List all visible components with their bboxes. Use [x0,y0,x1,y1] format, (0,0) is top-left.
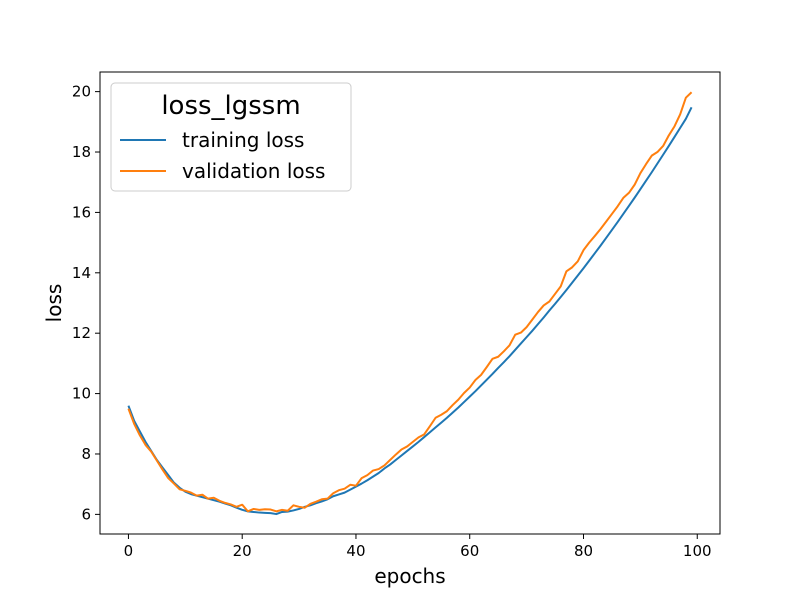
axes-frame [99,71,721,535]
legend-label-validation-loss: validation loss [182,159,325,183]
x-tick-label: 20 [233,542,252,560]
y-axis-ticks: 6 8 10 12 14 16 18 20 [72,83,100,523]
y-tick-label: 6 [81,505,91,523]
x-tick-label: 60 [460,542,479,560]
y-tick-label: 16 [72,203,91,221]
x-tick-label: 100 [683,542,712,560]
y-tick-label: 10 [72,385,91,403]
y-tick-label: 20 [72,83,91,101]
series-line-validation-loss [127,91,693,513]
x-axis-ticks: 0 20 40 60 80 100 [124,534,712,560]
legend-label-training-loss: training loss [182,128,304,152]
legend-frame [110,82,352,192]
x-tick-label: 40 [346,542,365,560]
y-tick-label: 12 [72,324,91,342]
series-layer [127,91,693,516]
x-axis-label: epochs [374,564,445,588]
y-tick-label: 14 [72,264,91,282]
x-tick-label: 80 [574,542,593,560]
x-tick-label: 0 [124,542,134,560]
legend-title: loss_lgssm [161,91,300,121]
y-tick-label: 8 [81,445,91,463]
legend: loss_lgssm training loss validation loss [110,82,352,192]
y-tick-label: 18 [72,143,91,161]
y-axis-label: loss [42,284,66,323]
